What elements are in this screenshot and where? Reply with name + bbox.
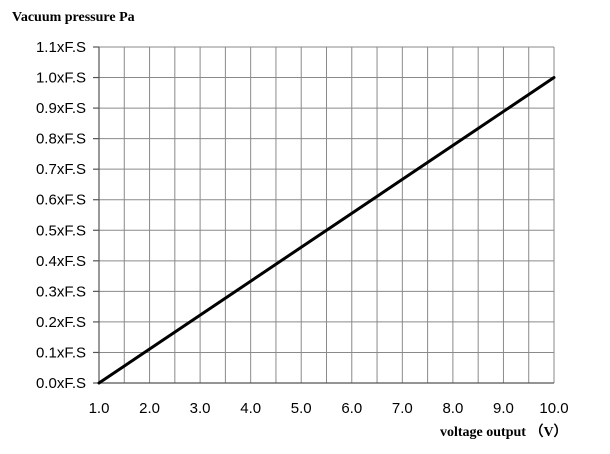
y-tick-label: 1.1xF.S: [36, 39, 86, 56]
y-tick-label: 0.5xF.S: [36, 222, 86, 239]
y-tick-label: 0.4xF.S: [36, 253, 86, 270]
x-tick-label: 5.0: [291, 400, 312, 417]
y-tick-labels: 0.0xF.S 0.1xF.S 0.2xF.S 0.3xF.S 0.4xF.S 0.5xF…: [36, 39, 86, 392]
x-tick-label: 1.0: [89, 400, 110, 417]
x-tick-label: 4.0: [240, 400, 261, 417]
x-tick-label: 7.0: [392, 400, 413, 417]
x-tick-label: 9.0: [493, 400, 514, 417]
x-axis-label: voltage output （V）: [440, 424, 568, 440]
axes: [93, 46, 554, 384]
y-tick-label: 0.0xF.S: [36, 375, 86, 392]
x-tick-label: 6.0: [341, 400, 362, 417]
x-tick-label: 2.0: [139, 400, 160, 417]
y-tick-label: 0.9xF.S: [36, 100, 86, 117]
y-tick-label: 0.3xF.S: [36, 283, 86, 300]
y-tick-label: 1.0xF.S: [36, 70, 86, 87]
x-tick-label: 10.0: [539, 400, 568, 417]
y-tick-label: 0.7xF.S: [36, 161, 86, 178]
x-tick-labels: 1.0 2.0 3.0 4.0 5.0 6.0 7.0 8.0 9.0 10.0: [89, 400, 569, 417]
chart-title: Vacuum pressure Pa: [12, 10, 135, 25]
y-tick-label: 0.2xF.S: [36, 314, 86, 331]
grid: [98, 46, 555, 384]
series-line: [97, 76, 556, 385]
x-tick-label: 3.0: [190, 400, 211, 417]
series: [97, 76, 556, 385]
y-tick-label: 0.8xF.S: [36, 131, 86, 148]
x-tick-label: 8.0: [442, 400, 463, 417]
y-tick-label: 0.1xF.S: [36, 344, 86, 361]
y-tick-label: 0.6xF.S: [36, 192, 86, 209]
